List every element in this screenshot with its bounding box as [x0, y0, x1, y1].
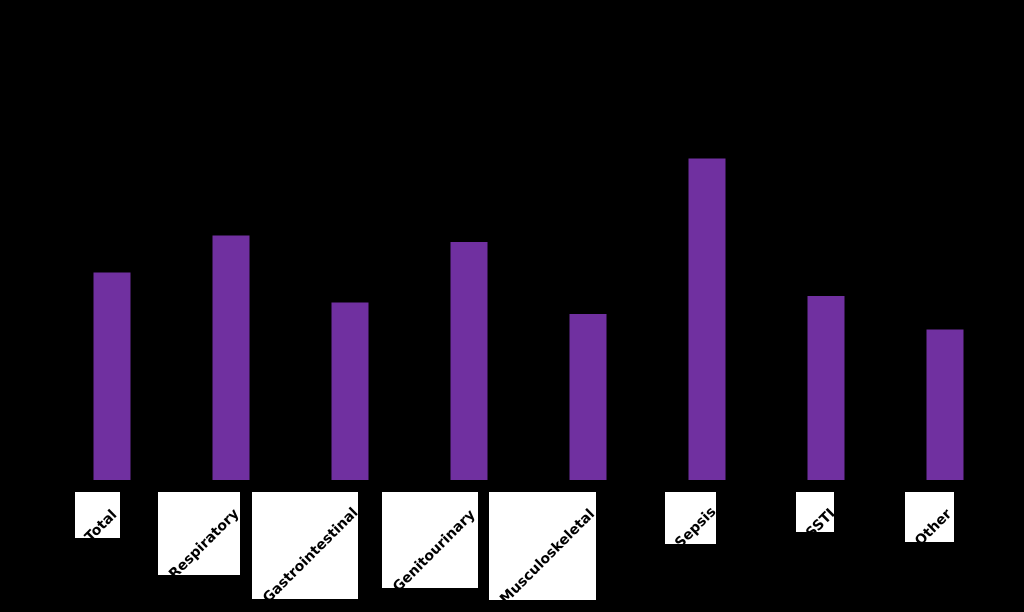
tick-label-box [665, 492, 716, 544]
bar-respiratory [212, 235, 250, 480]
bar-gastrointestinal [331, 302, 369, 480]
tick-label-box [158, 492, 240, 575]
tick-label-box [382, 492, 478, 588]
bar-genitourinary [450, 242, 488, 480]
bar-musculoskeletal [569, 313, 607, 480]
bar-group [93, 158, 964, 480]
tick-label-box [905, 492, 954, 542]
tick-label-box [252, 492, 358, 599]
bar-total [93, 272, 131, 480]
tick-label-box [796, 492, 834, 532]
bar-sepsis [688, 158, 726, 480]
tick-label-box [75, 492, 120, 538]
bar-ssti [807, 295, 845, 480]
tick-label-box [489, 492, 596, 600]
bar-other [926, 329, 964, 480]
